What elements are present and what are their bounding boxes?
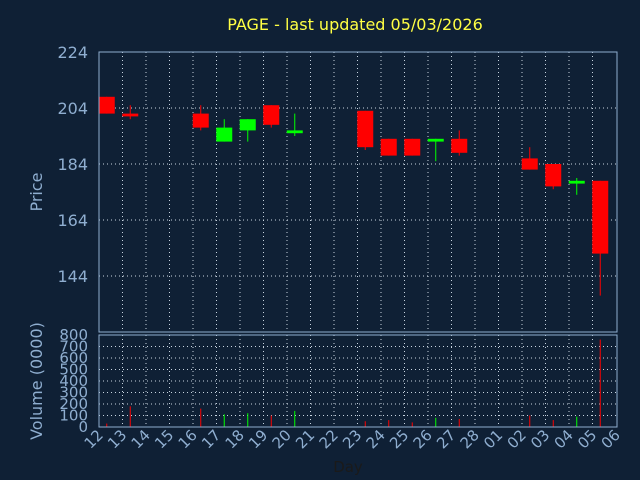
candle-body <box>357 110 374 148</box>
day-tick-label: 16 <box>175 426 201 452</box>
price-axis-label: Price <box>27 172 46 211</box>
day-tick-label: 24 <box>363 426 389 452</box>
day-tick-label: 02 <box>504 426 530 452</box>
day-tick-label: 03 <box>527 426 553 452</box>
price-tick-label: 144 <box>57 267 88 286</box>
day-tick-label: 23 <box>339 426 365 452</box>
day-tick-label: 17 <box>198 426 224 452</box>
volume-tick-label: 600 <box>59 349 88 367</box>
volume-tick-label: 300 <box>59 384 88 402</box>
volume-tick-label: 700 <box>59 338 88 356</box>
x-axis-label: Day <box>333 458 363 476</box>
volume-tick-label: 200 <box>59 395 88 413</box>
volume-tick-label: 0 <box>78 418 88 436</box>
candle-body <box>404 138 421 156</box>
volume-plot-frame <box>98 334 618 428</box>
volume-tick-label: 100 <box>59 407 88 425</box>
day-tick-labels: 1213141516171819202122232425262728010203… <box>81 426 624 452</box>
candles <box>99 96 609 296</box>
volume-grid <box>99 335 617 427</box>
day-tick-label: 04 <box>551 426 577 452</box>
day-tick-label: 06 <box>598 426 624 452</box>
chart-title: PAGE - last updated 05/03/2026 <box>227 15 483 34</box>
day-tick-label: 25 <box>386 426 412 452</box>
price-tick-label: 164 <box>57 211 88 230</box>
day-tick-label: 26 <box>410 426 436 452</box>
day-tick-label: 13 <box>104 426 130 452</box>
price-grid <box>99 52 617 332</box>
day-tick-label: 01 <box>480 426 506 452</box>
candle-body <box>380 138 397 156</box>
volume-axis-label: Volume (0000) <box>27 322 46 440</box>
price-tick-label: 204 <box>57 99 88 118</box>
volume-bars <box>106 339 601 427</box>
day-tick-label: 28 <box>457 426 483 452</box>
day-tick-label: 27 <box>433 426 459 452</box>
price-tick-label: 184 <box>57 155 88 174</box>
day-tick-label: 14 <box>128 426 154 452</box>
candle-body <box>592 180 609 254</box>
price-plot-frame <box>98 51 618 333</box>
candle-body <box>99 96 115 114</box>
candle-body <box>451 138 468 153</box>
day-tick-label: 18 <box>222 426 248 452</box>
price-tick-label: 224 <box>57 43 88 62</box>
candle-body <box>545 164 562 187</box>
volume-tick-label: 400 <box>59 372 88 390</box>
candle-body <box>122 113 139 117</box>
candle-body <box>263 105 280 125</box>
candle-body <box>427 138 444 142</box>
candle-body <box>216 127 233 142</box>
day-tick-label: 22 <box>316 426 342 452</box>
candle-body <box>521 158 538 170</box>
volume-tick-label: 800 <box>59 326 88 344</box>
day-tick-label: 19 <box>245 426 271 452</box>
volume-tick-label: 500 <box>59 361 88 379</box>
candle-body <box>192 113 209 128</box>
day-tick-label: 15 <box>151 426 177 452</box>
day-tick-label: 20 <box>269 426 295 452</box>
candle-body <box>286 130 303 134</box>
day-tick-label: 05 <box>574 426 600 452</box>
day-tick-label: 21 <box>292 426 318 452</box>
price-tick-labels: 144 164 184 204 224 <box>57 43 88 286</box>
candle-body <box>239 119 256 131</box>
candle-body <box>568 180 585 184</box>
